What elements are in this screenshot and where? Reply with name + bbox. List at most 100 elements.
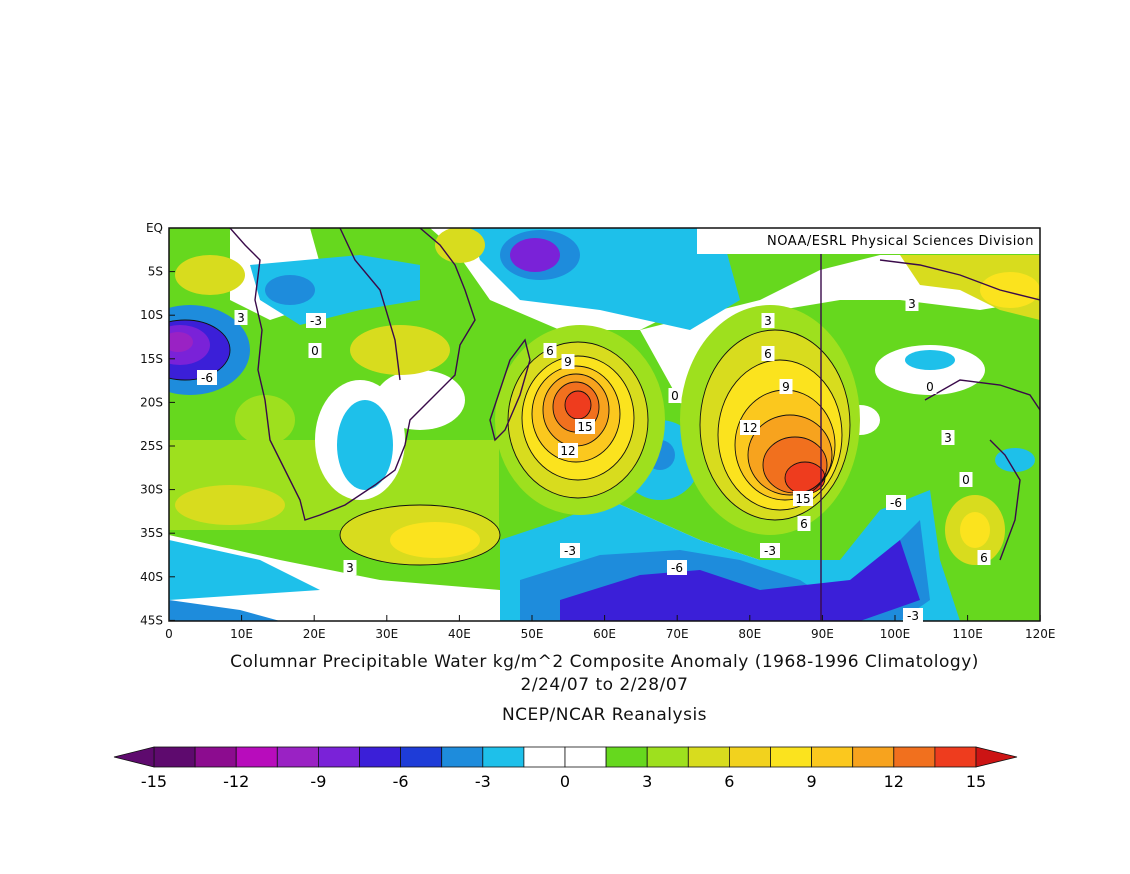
contour-label-bg [543, 343, 557, 358]
colorbar-swatch [482, 746, 525, 768]
lon-label: 50E [521, 627, 544, 641]
caption-title: Columnar Precipitable Water kg/m^2 Compo… [230, 652, 979, 672]
lon-label: 40E [448, 627, 471, 641]
caption-dates: 2/24/07 to 2/28/07 [520, 675, 689, 695]
lat-label: 40S [140, 570, 163, 584]
contour-label-bg [761, 313, 775, 328]
colorbar-swatch [729, 746, 771, 768]
contour-label: 12 [560, 444, 575, 458]
colorbar-swatch [441, 746, 484, 768]
colorbar-swatch [811, 746, 854, 768]
contour-label-bg [903, 608, 923, 623]
colorbar-tick-label: 3 [642, 772, 652, 791]
colorbar-swatch [194, 746, 237, 768]
contour-label-bg [306, 313, 326, 328]
lat-label: 15S [140, 352, 163, 366]
contour-label: 0 [962, 473, 970, 487]
contour-label-bg [760, 543, 780, 558]
contour-label-bg [959, 472, 973, 487]
colorbar-swatch [646, 746, 689, 768]
colorbar-swatch [276, 746, 319, 768]
lat-label: 10S [140, 308, 163, 322]
contour-label: 6 [800, 517, 808, 531]
lat-label: 30S [140, 483, 163, 497]
contour-label: 15 [577, 420, 592, 434]
lon-label: 20E [303, 627, 326, 641]
colorbar-tick-label: -6 [393, 772, 409, 791]
contour-label: -3 [907, 609, 919, 623]
lon-label: 90E [811, 627, 834, 641]
contour-label-bg [667, 560, 687, 575]
colorbar-swatch [893, 746, 936, 768]
colorbar-tick-label: 6 [724, 772, 734, 791]
colorbar-tick-label: -15 [141, 772, 167, 791]
contour-label-bg [905, 296, 919, 311]
colorbar-swatch [687, 746, 730, 768]
colorbar-swatch [564, 746, 607, 768]
lon-label: 120E [1025, 627, 1056, 641]
lon-label: 30E [375, 627, 398, 641]
contour-label: 3 [346, 561, 354, 575]
contour-label: 9 [782, 380, 790, 394]
lat-label: 20S [140, 395, 163, 409]
contour-label: -3 [764, 544, 776, 558]
caption-source: NCEP/NCAR Reanalysis [501, 705, 708, 725]
contour-label-bg [761, 346, 775, 361]
colorbar-swatch [770, 746, 812, 768]
colorbar: -15 -12 -9 -6 -3 0 3 6 9 12 15 [113, 746, 1018, 791]
contour-label-bg [561, 354, 575, 369]
contour-label: 0 [311, 344, 319, 358]
contour-label-bg [941, 430, 955, 445]
contour-label: -3 [564, 544, 576, 558]
lat-label: 25S [140, 439, 163, 453]
contour-label-bg [793, 491, 813, 506]
lon-label: 0 [165, 627, 173, 641]
contour-label-bg [558, 443, 578, 458]
contour-label: -6 [201, 371, 213, 385]
contour-label: 6 [764, 347, 772, 361]
lat-label: 45S [140, 613, 163, 627]
colorbar-swatch [400, 746, 443, 768]
contour-label-bg [308, 343, 322, 358]
contour-label-bg [977, 550, 991, 565]
contour-label-bg [343, 560, 357, 575]
lat-label: 35S [140, 526, 163, 540]
contour-label: 0 [671, 389, 679, 403]
credit-text: NOAA/ESRL Physical Sciences Division [767, 234, 1034, 249]
contour-label: 0 [926, 380, 934, 394]
colorbar-tick-label: -9 [310, 772, 326, 791]
lon-label: 80E [738, 627, 761, 641]
lon-label: 10E [230, 627, 253, 641]
colorbar-tick-label: -12 [223, 772, 249, 791]
lon-label: 100E [880, 627, 911, 641]
colorbar-tick-label: 15 [966, 772, 986, 791]
contour-label: -3 [310, 314, 322, 328]
contour-label: 15 [795, 492, 810, 506]
contour-label: -6 [890, 496, 902, 510]
colorbar-swatch [235, 746, 278, 768]
colorbar-tick-label: 12 [884, 772, 904, 791]
colorbar-swatch [523, 746, 566, 768]
contour-label-bg [668, 388, 682, 403]
contour-label-bg [886, 495, 906, 510]
lon-label: 110E [952, 627, 983, 641]
contour-label-bg [234, 310, 248, 325]
colorbar-tick-label: 0 [560, 772, 570, 791]
colorbar-swatch [317, 746, 360, 768]
contour-label: 6 [546, 344, 554, 358]
contour-label-bg [779, 379, 793, 394]
anomaly-field [169, 228, 1040, 621]
colorbar-max-arrow [975, 746, 1018, 768]
colorbar-swatch [852, 746, 895, 768]
contour-label: 3 [944, 431, 952, 445]
contour-label-bg [923, 379, 937, 394]
lat-label: EQ [146, 221, 163, 235]
contour-label-bg [797, 516, 811, 531]
contour-label: 6 [980, 551, 988, 565]
contour-label-bg [740, 420, 760, 435]
contour-label: 9 [564, 355, 572, 369]
contour-label: 3 [237, 311, 245, 325]
contour-label-bg [197, 370, 217, 385]
contour-label: 12 [742, 421, 757, 435]
